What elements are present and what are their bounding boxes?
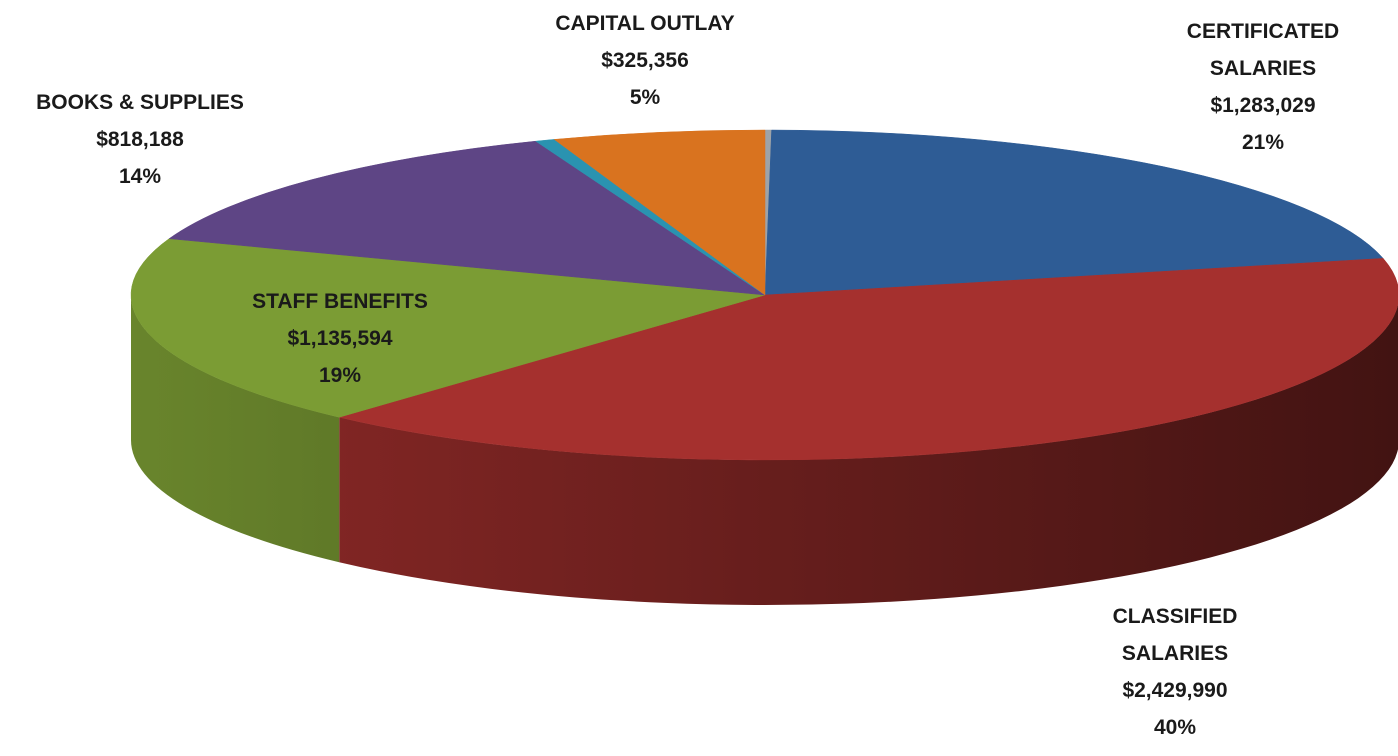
slice-side bbox=[339, 303, 1398, 605]
data-label: BOOKS & SUPPLIES $818,188 14% bbox=[0, 84, 340, 195]
slice bbox=[338, 258, 1398, 461]
data-label: STAFF BENEFITS $1,135,594 19% bbox=[140, 283, 540, 394]
percent-label: 14% bbox=[118, 165, 162, 188]
category: CERTIFICATED SALARIES bbox=[1186, 20, 1340, 80]
value-label: $325,356 bbox=[601, 49, 689, 72]
percent-label: 5% bbox=[629, 86, 661, 109]
slice bbox=[130, 238, 766, 418]
data-label: CLASSIFIED SALARIES $2,429,990 40% bbox=[1075, 598, 1275, 746]
data-label: CAPITAL OUTLAY $325,356 5% bbox=[445, 5, 845, 116]
category: BOOKS & SUPPLIES bbox=[36, 91, 244, 114]
slice bbox=[168, 140, 766, 296]
value-label: $818,188 bbox=[96, 128, 184, 151]
slice bbox=[553, 129, 766, 296]
category: CLASSIFIED SALARIES bbox=[1112, 605, 1238, 665]
percent-label: 40% bbox=[1153, 716, 1197, 739]
value-label: $2,429,990 bbox=[1122, 679, 1228, 702]
percent-label: 19% bbox=[318, 364, 362, 387]
slice-side bbox=[131, 295, 340, 563]
value-label: $1,283,029 bbox=[1210, 94, 1316, 117]
category: STAFF BENEFITS bbox=[252, 290, 428, 313]
data-label: CERTIFICATED SALARIES $1,283,029 21% bbox=[1163, 13, 1363, 161]
percent-label: 21% bbox=[1241, 131, 1285, 154]
category: CAPITAL OUTLAY bbox=[555, 12, 735, 35]
value-label: $1,135,594 bbox=[287, 327, 393, 350]
slice bbox=[764, 129, 1384, 296]
